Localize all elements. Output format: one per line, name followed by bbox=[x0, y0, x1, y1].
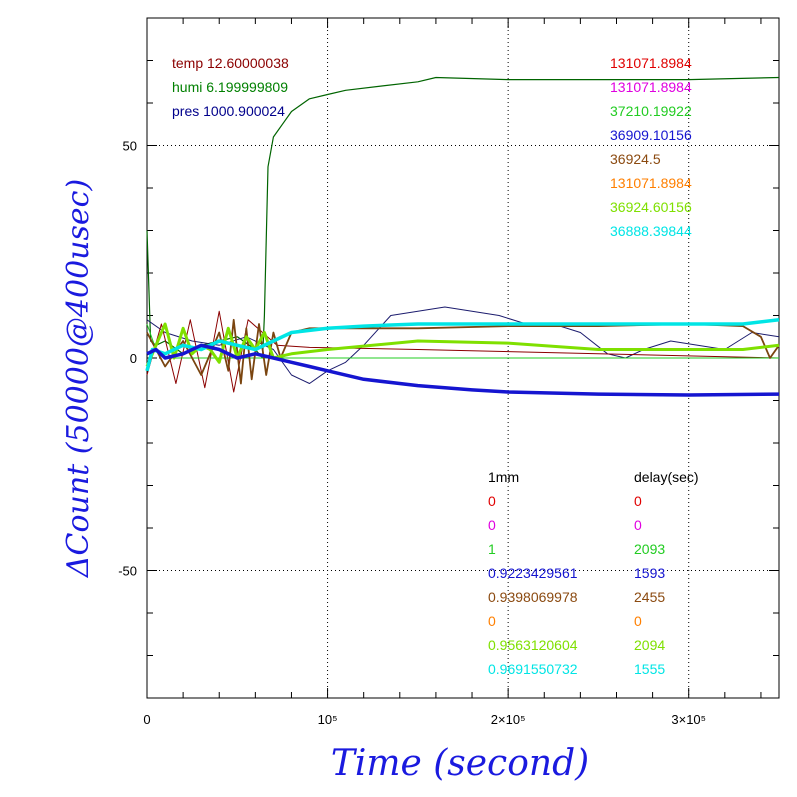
channel-value: 131071.8984 bbox=[610, 175, 692, 191]
env-label: pres 1000.900024 bbox=[172, 103, 285, 119]
channel-value: 37210.19922 bbox=[610, 103, 692, 119]
channel-value: 131071.8984 bbox=[610, 79, 692, 95]
table-cell-1mm: 0.9563120604 bbox=[488, 637, 578, 653]
table-cell-1mm: 0 bbox=[488, 613, 496, 629]
table-cell-delay: 2455 bbox=[634, 589, 665, 605]
annotations: temp 12.60000038 humi 6.199999809 pres 100… bbox=[172, 55, 699, 677]
table-cell-delay: 2093 bbox=[634, 541, 665, 557]
table-cell-1mm: 0.9691550732 bbox=[488, 661, 578, 677]
series-group bbox=[145, 76, 780, 397]
y-tick-labels: 50 0 -50 bbox=[118, 139, 137, 579]
env-label: temp 12.60000038 bbox=[172, 55, 289, 71]
x-tick-label: 2×10⁵ bbox=[491, 712, 526, 727]
series-line-1 bbox=[146, 76, 780, 359]
table-cell-delay: 2094 bbox=[634, 637, 665, 653]
y-tick-label: 0 bbox=[130, 351, 137, 366]
y-tick-label: -50 bbox=[118, 564, 137, 579]
table-cell-delay: 0 bbox=[634, 517, 642, 533]
table-header-1mm: 1mm bbox=[488, 469, 519, 485]
channel-value: 36909.10156 bbox=[610, 127, 692, 143]
x-tick-labels: 0 10⁵ 2×10⁵ 3×10⁵ bbox=[143, 712, 706, 727]
table-cell-delay: 0 bbox=[634, 493, 642, 509]
channel-value: 36924.5 bbox=[610, 151, 661, 167]
table-cell-1mm: 0 bbox=[488, 517, 496, 533]
x-tick-label: 3×10⁵ bbox=[671, 712, 706, 727]
y-tick-label: 50 bbox=[123, 139, 137, 154]
channel-value: 131071.8984 bbox=[610, 55, 692, 71]
series-line-6 bbox=[145, 322, 780, 368]
channel-value: 36888.39844 bbox=[610, 223, 692, 239]
x-tick-label: 10⁵ bbox=[318, 712, 338, 727]
y-axis-title: ΔCount (50000@400usec) bbox=[61, 179, 96, 578]
table-cell-1mm: 0 bbox=[488, 493, 496, 509]
series-line-2 bbox=[146, 306, 780, 384]
channel-value: 36924.60156 bbox=[610, 199, 692, 215]
table-cell-delay: 0 bbox=[634, 613, 642, 629]
env-label: humi 6.199999809 bbox=[172, 79, 288, 95]
table-cell-1mm: 0.9398069978 bbox=[488, 589, 578, 605]
table-cell-1mm: 1 bbox=[488, 541, 496, 557]
table-header-delay: delay(sec) bbox=[634, 469, 699, 485]
x-tick-label: 0 bbox=[143, 712, 150, 727]
series-line-8 bbox=[146, 343, 780, 397]
table-cell-delay: 1555 bbox=[634, 661, 665, 677]
series-line-7 bbox=[145, 318, 780, 372]
x-axis-title: Time (second) bbox=[331, 743, 589, 784]
tick-marks bbox=[146, 17, 779, 699]
table-cell-1mm: 0.9223429561 bbox=[488, 565, 578, 581]
table-cell-delay: 1593 bbox=[634, 565, 665, 581]
